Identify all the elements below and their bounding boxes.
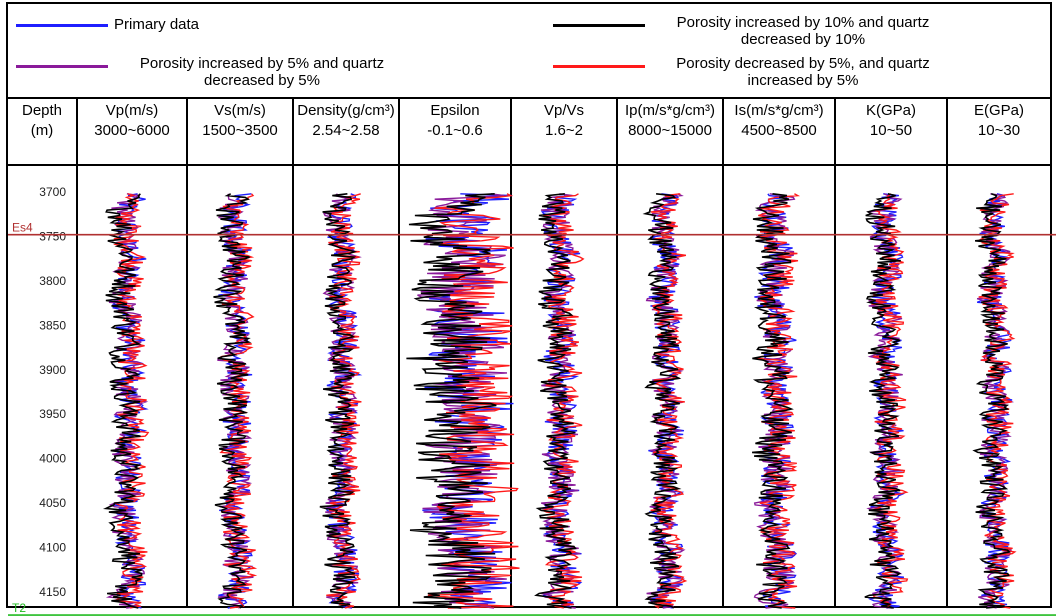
col-header-range: -0.1~0.6 <box>427 122 483 139</box>
legend-label-primary: Primary data <box>114 16 200 33</box>
col-divider <box>510 99 512 606</box>
col-divider <box>292 99 294 606</box>
series-line-track6 <box>642 193 682 609</box>
col-header-depth-name: Depth <box>21 102 63 119</box>
col-header-name: Vp/Vs <box>543 102 585 119</box>
col-header-range: 2.54~2.58 <box>312 122 380 139</box>
col-divider <box>398 99 400 606</box>
series-line-track5 <box>540 193 585 609</box>
series-line-track2 <box>213 193 252 609</box>
col-header-name: K(GPa) <box>865 102 916 119</box>
col-header-vp: Vp(m/s) 3000~6000 <box>78 101 186 161</box>
series-line-track8 <box>864 193 902 609</box>
legend-label-pordec5: Porosity decreased by 5%, and quartz inc… <box>676 55 930 89</box>
col-header-ip: Ip(m/s*g/cm³) 8000~15000 <box>618 101 722 161</box>
depth-tick-label: 3950 <box>39 407 66 421</box>
col-header-range: 3000~6000 <box>94 122 170 139</box>
legend-swatch-primary <box>16 24 108 27</box>
col-header-name: Vp(m/s) <box>105 102 159 119</box>
col-header-epsilon: Epsilon -0.1~0.6 <box>400 101 510 161</box>
series-line-track4 <box>406 193 497 609</box>
col-header-is: Is(m/s*g/cm³) 4500~8500 <box>724 101 834 161</box>
figure-panel: Primary data Porosity increased by 10% a… <box>6 2 1052 608</box>
series-line-track7 <box>752 193 794 609</box>
col-divider <box>834 99 836 606</box>
series-line-track7 <box>753 193 796 609</box>
series-line-track3 <box>319 193 358 609</box>
col-header-e: E(GPa) 10~30 <box>948 101 1050 161</box>
legend-label-por5: Porosity increased by 5% and quartz decr… <box>139 55 385 89</box>
legend-divider <box>8 97 1050 99</box>
col-divider <box>76 99 78 606</box>
marker-label-t2: T2 <box>12 601 26 615</box>
col-header-range: 1500~3500 <box>202 122 278 139</box>
col-divider <box>186 99 188 606</box>
depth-tick-label: 4000 <box>39 452 66 466</box>
col-header-depth: Depth (m) <box>8 101 76 161</box>
col-header-range: 10~30 <box>977 122 1021 139</box>
col-header-name: Ip(m/s*g/cm³) <box>625 102 715 119</box>
legend-label-por10: Porosity increased by 10% and quartz dec… <box>676 14 930 48</box>
col-header-range: 10~50 <box>869 122 913 139</box>
col-header-vs: Vs(m/s) 1500~3500 <box>188 101 292 161</box>
col-divider <box>616 99 618 606</box>
col-divider <box>722 99 724 606</box>
col-header-name: E(GPa) <box>973 102 1024 119</box>
col-header-range: 8000~15000 <box>628 122 712 139</box>
col-header-density: Density(g/cm³) 2.54~2.58 <box>294 101 398 161</box>
depth-tick-label: 3800 <box>39 274 66 288</box>
header-divider <box>8 164 1050 166</box>
col-header-name: Density(g/cm³) <box>297 102 395 119</box>
depth-tick-label: 3750 <box>39 229 66 243</box>
legend-swatch-pordec5 <box>553 65 645 68</box>
depth-tick-label: 4100 <box>39 541 66 555</box>
col-header-name: Is(m/s*g/cm³) <box>734 102 824 119</box>
col-header-depth-unit: (m) <box>30 122 54 139</box>
depth-tick-label: 3850 <box>39 318 66 332</box>
series-line-track1 <box>102 193 144 609</box>
col-header-name: Epsilon <box>430 102 480 119</box>
depth-tick-label: 4050 <box>39 496 66 510</box>
series-line-track1 <box>113 193 150 609</box>
depth-tick-label: 3900 <box>39 363 66 377</box>
legend-swatch-por10 <box>553 24 645 27</box>
col-header-k: K(GPa) 10~50 <box>836 101 946 161</box>
series-line-track3 <box>326 193 362 609</box>
col-divider <box>946 99 948 606</box>
depth-tick-label: 4150 <box>39 585 66 599</box>
col-header-vpvs: Vp/Vs 1.6~2 <box>512 101 616 161</box>
series-line-track9 <box>972 193 1011 609</box>
series-line-track1 <box>105 193 149 609</box>
col-header-name: Vs(m/s) <box>214 102 266 119</box>
col-header-range: 4500~8500 <box>741 122 817 139</box>
depth-tick-label: 3700 <box>39 185 66 199</box>
marker-label-es4: Es4 <box>12 221 33 235</box>
legend-swatch-por5 <box>16 65 108 68</box>
series-line-track5 <box>534 193 577 609</box>
col-header-range: 1.6~2 <box>545 122 583 139</box>
